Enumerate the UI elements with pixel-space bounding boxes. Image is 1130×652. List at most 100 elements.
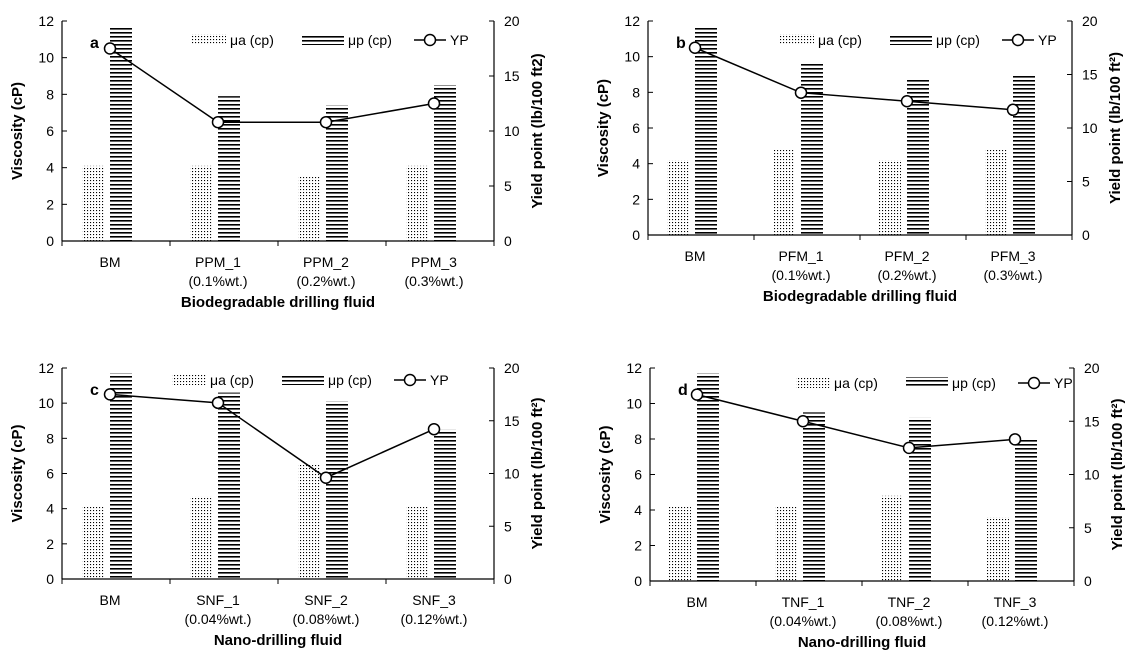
bar-mu-p: [1015, 439, 1037, 581]
y-tick-label: 2: [46, 196, 54, 212]
panel-label: a: [90, 35, 99, 52]
y-tick-label: 4: [46, 160, 54, 176]
x-axis-title: Biodegradable drilling fluid: [763, 288, 957, 305]
panel-label: c: [90, 382, 99, 399]
bar-mu-a: [879, 160, 901, 235]
y2-tick-label: 20: [1082, 13, 1098, 29]
y-tick-label: 4: [634, 502, 642, 518]
yp-point: [900, 95, 914, 108]
chart-panel-b: 0 2 4 6 8 10 12 0 5 10 15 20 BM PFM_1 (0.1%wt.) PFM_2 (0…: [595, 13, 1124, 305]
x-tick-label: BM: [100, 592, 121, 608]
y-tick-label: 8: [634, 431, 642, 447]
legend-label: μa (cp): [210, 372, 254, 388]
y2-tick-label: 20: [504, 13, 520, 29]
y-tick-label: 8: [46, 430, 54, 446]
y-tick-label: 12: [626, 360, 642, 376]
legend-swatch-mu-a: [780, 34, 814, 45]
y2-axis-title: Yield point (lb/100 ft2): [529, 53, 546, 208]
y2-tick-label: 5: [1082, 174, 1090, 190]
chart-panel-c: 0 2 4 6 8 10 12 0 5 10 15 20 BM SNF_1 (0.04%wt.) SNF_2 (…: [9, 360, 546, 649]
legend-label: YP: [1054, 375, 1073, 391]
yp-point: [902, 441, 916, 455]
x-axis-title: Nano-drilling fluid: [214, 632, 342, 649]
y2-tick-label: 15: [1084, 413, 1100, 429]
x-tick-label: BM: [685, 248, 706, 264]
x-tick-sublabel: (0.12%wt.): [401, 611, 468, 627]
bar-mu-p: [434, 85, 456, 242]
bar-mu-p: [803, 412, 825, 581]
bar-mu-a: [406, 506, 428, 579]
yp-point: [427, 97, 441, 110]
y2-tick-label: 5: [504, 178, 512, 194]
legend-swatch-mu-p: [302, 34, 344, 45]
legend-label: μp (cp): [952, 375, 996, 391]
legend-swatch-mu-p: [282, 374, 324, 385]
yp-point: [796, 415, 810, 428]
x-tick-sublabel: (0.1%wt.): [188, 273, 247, 289]
legend-swatch-mu-a: [172, 374, 206, 385]
y2-tick-label: 0: [1082, 227, 1090, 243]
yp-point: [319, 471, 333, 484]
y-tick-label: 2: [632, 191, 640, 207]
y2-tick-label: 10: [1082, 120, 1098, 136]
bar-mu-p: [326, 105, 348, 241]
y2-tick-label: 10: [1084, 467, 1100, 483]
y-tick-label: 10: [38, 395, 54, 411]
bar-mu-a: [881, 495, 903, 581]
y2-tick-label: 15: [504, 68, 520, 84]
x-tick-label: PFM_3: [990, 248, 1035, 264]
x-tick-label: SNF_2: [304, 592, 348, 608]
bar-mu-p: [909, 417, 931, 581]
x-tick-label: PPM_2: [303, 254, 349, 270]
bar-mu-p: [801, 63, 823, 235]
y2-tick-label: 20: [504, 360, 520, 376]
legend-label: μp (cp): [936, 32, 980, 48]
legend-label: μa (cp): [230, 32, 274, 48]
legend-swatch-mu-a: [192, 34, 226, 45]
y-tick-label: 6: [46, 466, 54, 482]
panel-label: d: [678, 382, 688, 399]
x-tick-label: BM: [100, 254, 121, 270]
panel-label: b: [676, 35, 686, 52]
legend: μa (cp) μp (cp) YP: [192, 32, 469, 48]
x-tick-sublabel: (0.2%wt.): [296, 273, 355, 289]
yp-line: [109, 393, 435, 479]
x-tick-sublabel: (0.08%wt.): [876, 613, 943, 629]
yp-point: [103, 388, 117, 401]
legend-swatch-yp-marker: [403, 373, 417, 387]
legend-label: μa (cp): [834, 375, 878, 391]
x-tick-label: BM: [687, 594, 708, 610]
bar-mu-p: [697, 373, 719, 581]
yp-line: [694, 47, 1014, 111]
y-axis-title: Viscosity (cP): [9, 82, 26, 180]
y-tick-label: 0: [46, 571, 54, 587]
y-tick-label: 6: [632, 120, 640, 136]
x-tick-label: SNF_1: [196, 592, 240, 608]
y2-tick-label: 20: [1084, 360, 1100, 376]
bar-mu-p: [218, 96, 240, 242]
bar-mu-p: [907, 79, 929, 235]
y-tick-label: 0: [46, 233, 54, 249]
legend: μa (cp) μp (cp) YP: [796, 375, 1073, 391]
y-axis-title: Viscosity (cP): [597, 425, 614, 523]
legend-swatch-mu-p: [906, 377, 948, 388]
bar-mu-a: [406, 165, 428, 241]
x-tick-sublabel: (0.08%wt.): [293, 611, 360, 627]
x-tick-sublabel: (0.04%wt.): [185, 611, 252, 627]
y2-tick-label: 15: [1082, 67, 1098, 83]
y-tick-label: 0: [632, 227, 640, 243]
bar-mu-a: [773, 149, 795, 235]
bar-mu-p: [695, 26, 717, 235]
yp-point: [103, 42, 117, 55]
bar-mu-a: [298, 176, 320, 241]
x-tick-sublabel: (0.3%wt.): [983, 267, 1042, 283]
bar-mu-a: [667, 160, 689, 235]
y-tick-label: 10: [38, 50, 54, 66]
bar-mu-p: [110, 373, 132, 579]
y-axis-title: Viscosity (cP): [9, 424, 26, 522]
y-tick-label: 6: [634, 467, 642, 483]
bar-mu-p: [434, 429, 456, 579]
y-tick-label: 10: [626, 396, 642, 412]
y2-tick-label: 10: [504, 123, 520, 139]
